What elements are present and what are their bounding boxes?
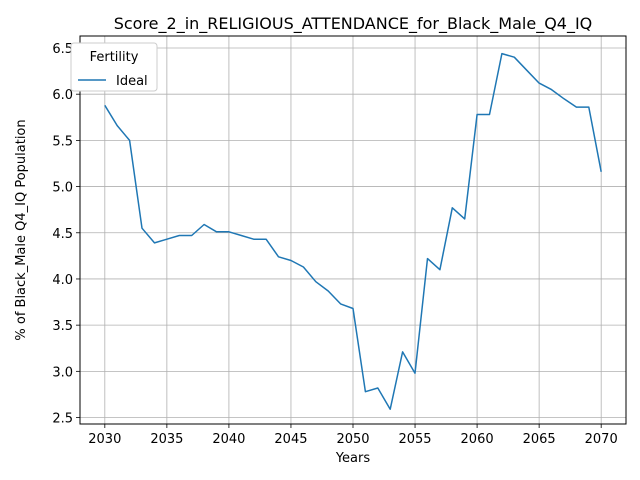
legend: Fertility Ideal [70,42,158,92]
y-tick-label: 5.0 [52,181,73,196]
y-tick-label: 3.5 [52,319,73,334]
x-tick-label: 2035 [150,432,183,447]
x-tick-label: 2070 [585,432,618,447]
chart-title: Score_2_in_RELIGIOUS_ATTENDANCE_for_Blac… [114,14,593,34]
y-tick-label: 2.5 [52,412,73,427]
y-tick-label: 6.0 [52,88,73,103]
x-tick-label: 2050 [336,432,369,447]
x-tick-label: 2065 [523,432,556,447]
y-tick-label: 4.0 [52,273,73,288]
y-tick-label: 3.0 [52,365,73,380]
x-tick-label: 2030 [88,432,121,447]
y-tick-label: 6.5 [52,42,73,57]
x-tick-label: 2045 [274,432,307,447]
grid [80,36,626,424]
x-tick-label: 2040 [212,432,245,447]
x-tick-label: 2060 [461,432,494,447]
legend-title: Fertility [90,50,139,65]
series-line-ideal [104,52,602,410]
y-axis-ticks: 2.5 3.0 3.5 4.0 4.5 5.0 5.5 6.0 6.5 [52,42,80,427]
legend-label-ideal: Ideal [116,74,148,89]
y-axis-label: % of Black_Male Q4_IQ Population [14,119,29,340]
x-axis-label: Years [335,451,371,466]
series-layer [104,52,602,410]
legend-box [70,42,158,92]
x-tick-label: 2055 [398,432,431,447]
y-tick-label: 5.5 [52,134,73,149]
y-tick-label: 4.5 [52,227,73,242]
x-axis-ticks: 2030 2035 2040 2045 2050 2055 2060 2065 2070 [88,424,618,447]
